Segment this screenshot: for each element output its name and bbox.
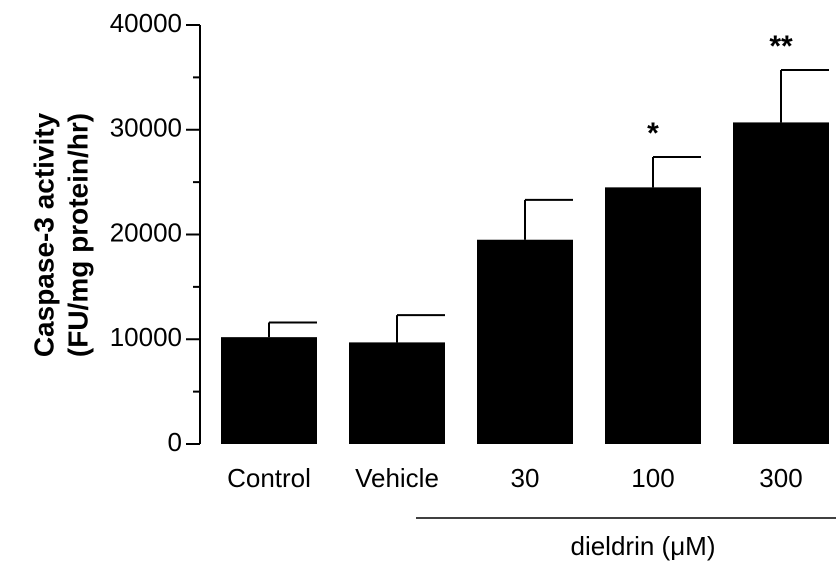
error-bar bbox=[780, 69, 829, 123]
y-tick-label: 40000 bbox=[110, 8, 182, 38]
error-bar bbox=[652, 155, 701, 188]
x-tick-label: 30 bbox=[511, 463, 540, 493]
y-axis-label: (FU/mg protein/hr) bbox=[62, 113, 93, 357]
y-axis-label: Caspase-3 activity bbox=[28, 112, 59, 357]
significance-label: * bbox=[647, 117, 659, 150]
significance-label: ** bbox=[769, 30, 793, 63]
error-bar bbox=[524, 198, 573, 240]
x-tick-label: 100 bbox=[631, 463, 674, 493]
x-tick-label: Control bbox=[227, 463, 311, 493]
x-tick-label: Vehicle bbox=[355, 463, 439, 493]
x-tick-label: 300 bbox=[759, 463, 802, 493]
bar bbox=[605, 187, 701, 445]
y-tick-label: 0 bbox=[168, 427, 182, 457]
error-bar bbox=[268, 321, 317, 338]
bar bbox=[221, 337, 317, 444]
y-tick-label: 10000 bbox=[110, 322, 182, 352]
bar bbox=[733, 122, 829, 444]
y-tick-label: 20000 bbox=[110, 217, 182, 247]
y-tick-label: 30000 bbox=[110, 113, 182, 143]
bar bbox=[477, 239, 573, 444]
group-label: dieldrin (μM) bbox=[570, 531, 715, 561]
error-bar bbox=[396, 314, 445, 343]
bar bbox=[349, 342, 445, 444]
